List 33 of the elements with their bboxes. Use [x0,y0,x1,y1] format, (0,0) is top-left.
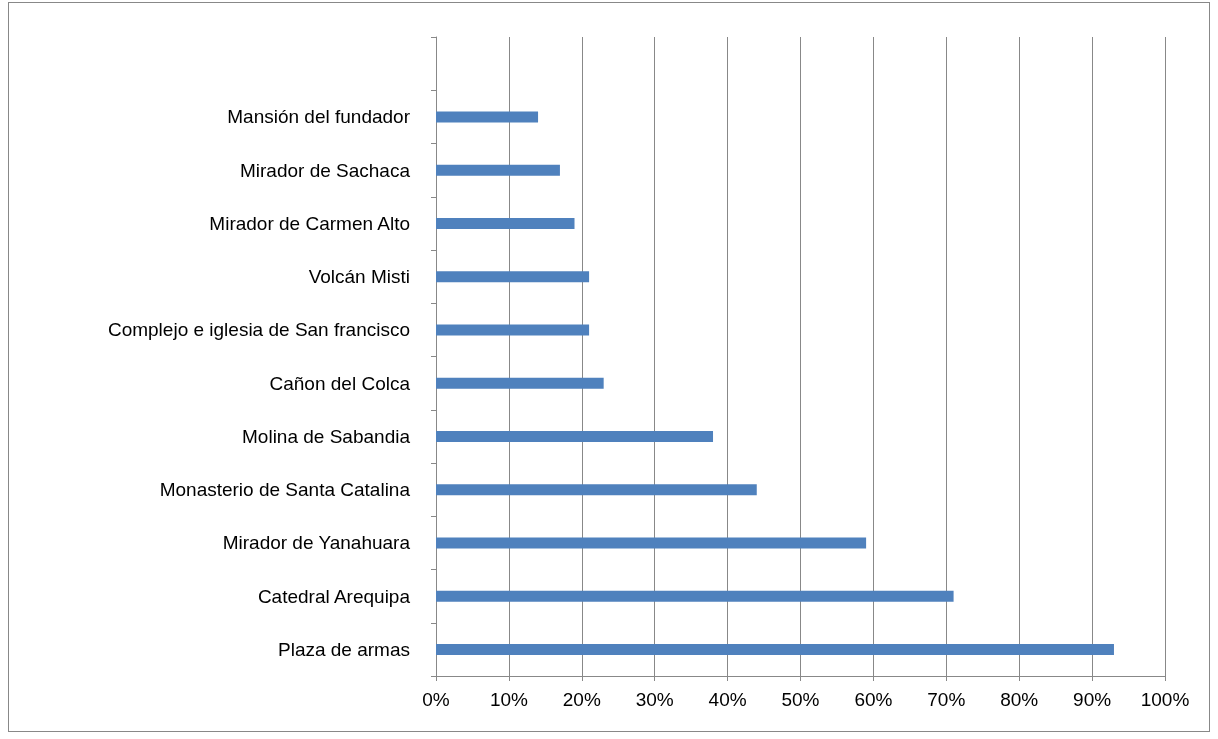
bar [436,643,1114,655]
x-tick-label: 60% [854,689,893,710]
y-tick-label: Monasterio de Santa Catalina [159,479,411,501]
bar [436,164,560,176]
bar [436,537,867,549]
bar [436,484,757,496]
bar [436,324,590,336]
bar [436,111,539,123]
y-tick-label: Volcán Misti [308,266,410,288]
bar [436,590,954,602]
x-tick-label: 100% [1140,689,1190,710]
y-tick-label: Complejo e iglesia de San francisco [107,319,410,341]
x-tick-label: 10% [489,689,529,710]
y-tick-label: Plaza de armas [277,638,410,660]
y-tick-label: Mirador de Yanahuara [222,532,411,554]
x-tick-label: 40% [708,689,747,710]
y-tick-label: Cañon del Colca [269,372,411,394]
x-tick-label: 70% [927,689,966,710]
x-tick-label: 20% [562,689,601,710]
bar [436,217,575,229]
y-tick-label: Mirador de Carmen Alto [209,212,410,234]
bar [436,271,590,283]
x-tick-label: 50% [781,689,820,710]
x-tick-label: 80% [1000,689,1039,710]
bar [436,430,714,442]
y-tick-label: Molina de Sabandia [242,425,411,447]
x-tick-label: 30% [635,689,674,710]
y-tick-label: Mansión del fundador [227,106,411,128]
x-tick-label: 90% [1073,689,1112,710]
bar [436,377,604,389]
x-tick-label: 0% [422,689,450,710]
y-tick-label: Catedral Arequipa [257,585,411,607]
y-tick-label: Mirador de Sachaca [239,159,411,181]
